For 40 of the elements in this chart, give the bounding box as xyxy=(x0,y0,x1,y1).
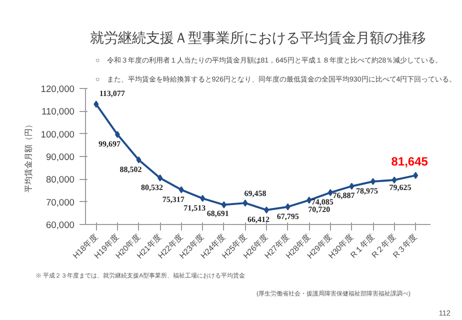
y-tick-label: 110,000 xyxy=(41,106,75,117)
point xyxy=(221,201,226,208)
point xyxy=(178,186,184,194)
annotation: 81,645 xyxy=(391,154,428,168)
point xyxy=(114,131,120,138)
data-label: 67,795 xyxy=(276,212,299,221)
data-label: 113,077 xyxy=(99,89,125,98)
point xyxy=(285,203,290,210)
y-tick-label: 90,000 xyxy=(46,152,74,162)
point xyxy=(242,200,248,207)
y-tick-label: 100,000 xyxy=(40,129,75,140)
data-label: 99,697 xyxy=(98,140,120,149)
data-label: 66,412 xyxy=(248,214,270,224)
y-tick-label: 120,000 xyxy=(40,84,75,94)
data-label: 78,975 xyxy=(356,186,378,196)
chart-title: 就労継続支援Ａ型事業所における平均賃金月額の推移 xyxy=(90,30,426,46)
point xyxy=(200,194,206,202)
y-axis-title: 平均賃金月額（円） xyxy=(24,120,33,192)
data-label: 68,691 xyxy=(206,208,229,218)
point xyxy=(328,189,333,196)
point xyxy=(392,176,397,184)
point xyxy=(349,182,354,190)
y-tick-label: 60,000 xyxy=(46,220,74,230)
data-label: 69,458 xyxy=(244,189,266,198)
point xyxy=(306,196,312,204)
data-label: 74,085 xyxy=(311,198,334,207)
point xyxy=(264,206,270,214)
data-label: 71,513 xyxy=(184,203,206,212)
point xyxy=(158,174,163,182)
y-tick-label: 80,000 xyxy=(46,174,74,185)
point xyxy=(136,156,142,164)
data-label: 80,532 xyxy=(141,182,164,192)
point xyxy=(413,172,418,179)
y-tick-label: 70,000 xyxy=(46,197,74,208)
point xyxy=(94,100,99,108)
data-label: 70,720 xyxy=(308,205,330,214)
data-label: 75,317 xyxy=(162,194,184,204)
data-label: 79,625 xyxy=(389,183,412,192)
data-label: 76,887 xyxy=(332,191,355,200)
data-label: 88,502 xyxy=(120,164,142,174)
